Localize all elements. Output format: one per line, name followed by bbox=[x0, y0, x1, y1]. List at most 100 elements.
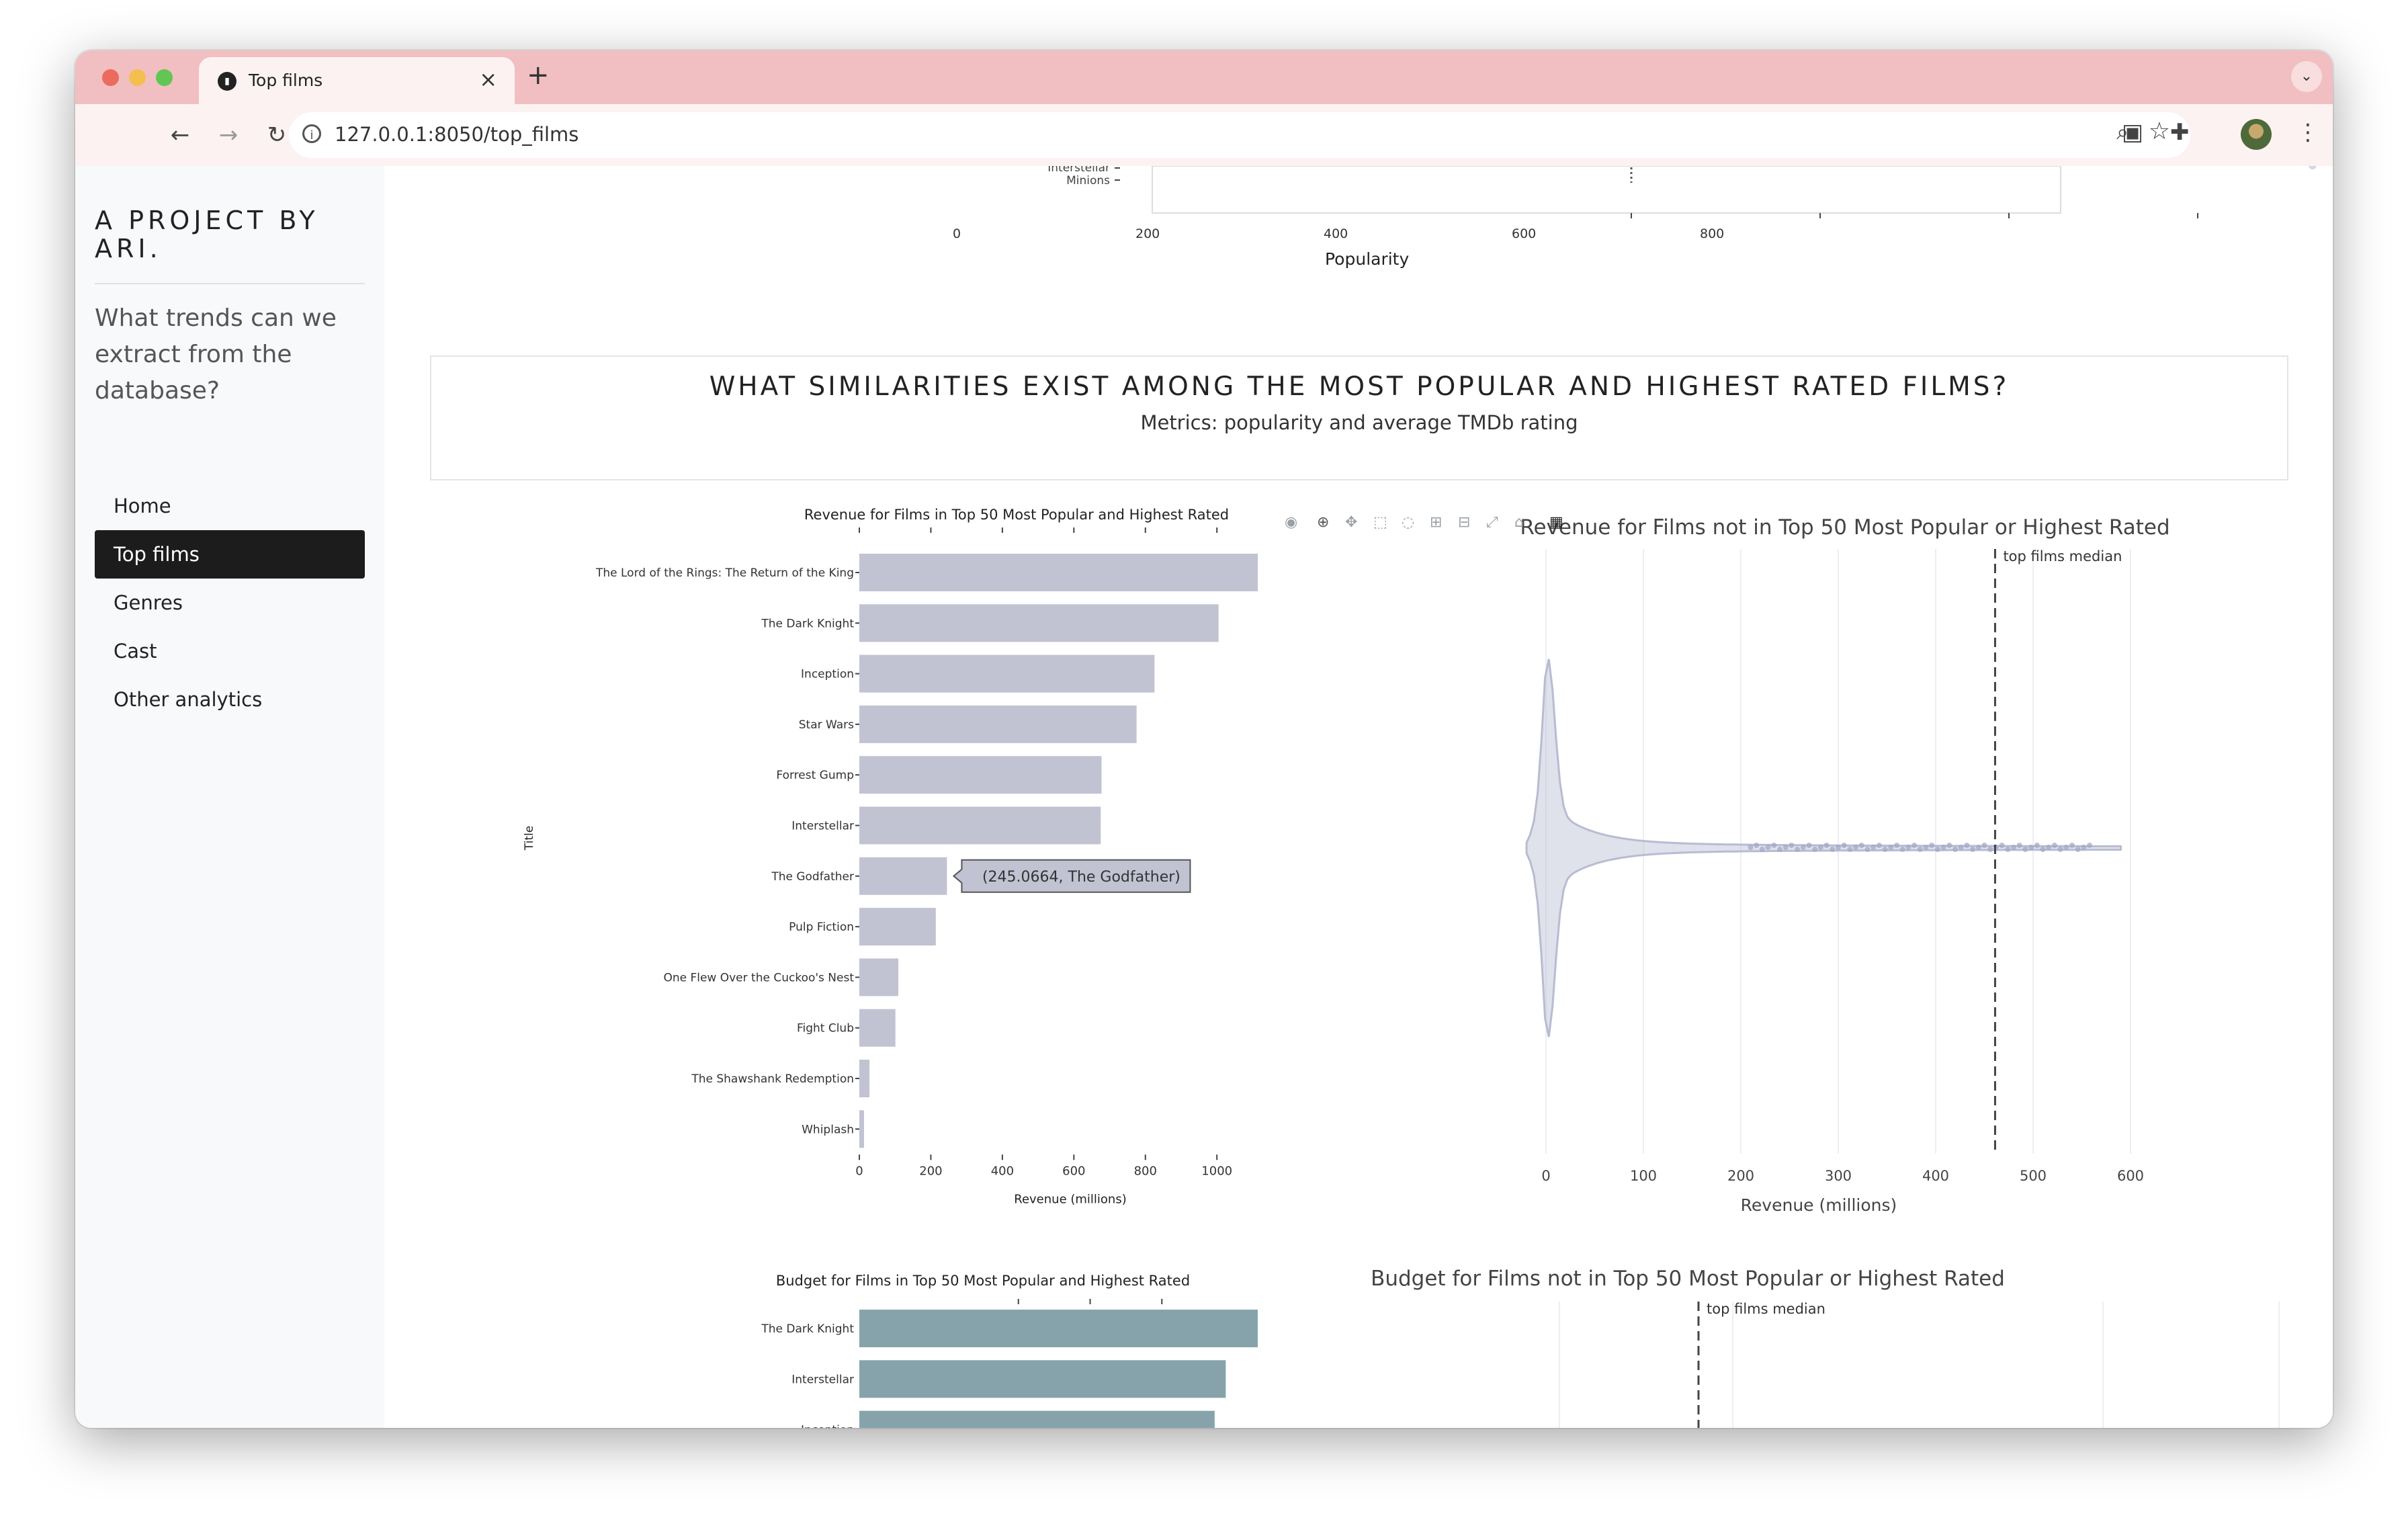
outlier-point[interactable] bbox=[1905, 845, 1911, 850]
outlier-point[interactable] bbox=[1806, 843, 1812, 848]
outlier-point[interactable] bbox=[2081, 845, 2087, 850]
outlier-point[interactable] bbox=[1970, 847, 1976, 852]
revenue-bar[interactable] bbox=[859, 705, 1137, 743]
outlier-point[interactable] bbox=[1817, 845, 1823, 850]
revenue-bar[interactable] bbox=[859, 1009, 896, 1047]
outlier-point[interactable] bbox=[2063, 845, 2069, 850]
minimize-window-button[interactable] bbox=[129, 69, 146, 86]
outlier-point[interactable] bbox=[1952, 847, 1958, 852]
outlier-point[interactable] bbox=[1771, 843, 1777, 848]
reset-axes-icon[interactable]: ⌂ bbox=[1514, 514, 1524, 531]
budget-bar[interactable] bbox=[859, 1410, 1215, 1428]
outlier-point[interactable] bbox=[2087, 843, 2093, 848]
outlier-point[interactable] bbox=[1748, 845, 1754, 850]
back-arrow-icon[interactable]: ← bbox=[170, 122, 190, 148]
outlier-point[interactable] bbox=[1864, 847, 1870, 852]
zoom-out-icon[interactable]: ⊟ bbox=[1458, 514, 1471, 531]
address-bar[interactable]: i 127.0.0.1:8050/top_films ⌕ ☆ bbox=[289, 112, 2190, 158]
forward-arrow-icon[interactable]: → bbox=[218, 122, 239, 148]
close-tab-icon[interactable]: × bbox=[479, 67, 497, 92]
autoscale-icon[interactable]: ⤢ bbox=[1486, 514, 1498, 531]
outlier-point[interactable] bbox=[1782, 845, 1789, 850]
chevron-down-icon[interactable]: ⌄ bbox=[2291, 61, 2322, 92]
browser-tab[interactable]: ▮ Top films × bbox=[199, 57, 515, 105]
profile-avatar[interactable] bbox=[2241, 119, 2272, 150]
pan-icon[interactable]: ✥ bbox=[1345, 514, 1358, 531]
outlier-point[interactable] bbox=[1841, 843, 1847, 848]
outlier-point[interactable] bbox=[2046, 845, 2052, 850]
more-menu-icon[interactable]: ⋮ bbox=[2296, 119, 2319, 146]
revenue-bar[interactable] bbox=[859, 857, 947, 895]
outlier-point[interactable] bbox=[1940, 845, 1946, 850]
outlier-point[interactable] bbox=[1765, 845, 1771, 850]
outlier-point[interactable] bbox=[1964, 843, 1970, 848]
outlier-point[interactable] bbox=[1946, 843, 1952, 848]
outlier-point[interactable] bbox=[1830, 847, 1836, 852]
revenue-bar[interactable] bbox=[859, 554, 1258, 591]
zoom-in-icon[interactable]: ⊞ bbox=[1430, 514, 1443, 531]
outlier-point[interactable] bbox=[1858, 843, 1864, 848]
revenue-bar[interactable] bbox=[859, 1060, 870, 1097]
close-window-button[interactable] bbox=[102, 69, 119, 86]
outlier-point[interactable] bbox=[1823, 843, 1830, 848]
nav-genres[interactable]: Genres bbox=[114, 591, 183, 614]
lasso-icon[interactable]: ◌ bbox=[1402, 514, 1415, 531]
outlier-point[interactable] bbox=[1923, 845, 1929, 850]
outlier-point[interactable] bbox=[1876, 843, 1882, 848]
revenue-bar[interactable] bbox=[859, 1110, 864, 1148]
new-tab-icon[interactable]: + bbox=[527, 60, 550, 91]
data-point[interactable] bbox=[2309, 166, 2317, 169]
outlier-point[interactable] bbox=[2022, 847, 2028, 852]
zoom-icon[interactable]: ⊕ bbox=[1317, 514, 1330, 531]
nav-other-analytics[interactable]: Other analytics bbox=[114, 688, 263, 711]
outlier-point[interactable] bbox=[2005, 847, 2011, 852]
nav-home[interactable]: Home bbox=[114, 495, 171, 517]
outlier-point[interactable] bbox=[2011, 845, 2016, 850]
outlier-point[interactable] bbox=[1853, 845, 1859, 850]
reload-icon[interactable]: ↻ bbox=[267, 122, 287, 148]
revenue-bar[interactable] bbox=[859, 908, 936, 946]
outlier-point[interactable] bbox=[1894, 843, 1899, 848]
outlier-point[interactable] bbox=[1911, 843, 1918, 848]
outlier-point[interactable] bbox=[1934, 847, 1940, 852]
outlier-point[interactable] bbox=[1917, 847, 1923, 852]
outlier-point[interactable] bbox=[1812, 847, 1818, 852]
outlier-point[interactable] bbox=[1795, 847, 1801, 852]
revenue-bar[interactable] bbox=[859, 756, 1102, 794]
outlier-point[interactable] bbox=[2069, 843, 2075, 848]
outlier-point[interactable] bbox=[2057, 847, 2063, 852]
outlier-point[interactable] bbox=[1800, 845, 1806, 850]
outlier-point[interactable] bbox=[2051, 843, 2057, 848]
outlier-point[interactable] bbox=[1981, 843, 1987, 848]
site-info-icon[interactable]: i bbox=[302, 124, 321, 143]
outlier-point[interactable] bbox=[2040, 847, 2046, 852]
outlier-point[interactable] bbox=[2016, 843, 2022, 848]
outlier-point[interactable] bbox=[1759, 847, 1765, 852]
outlier-point[interactable] bbox=[1882, 847, 1888, 852]
budget-bar[interactable] bbox=[859, 1310, 1258, 1347]
violin-shape[interactable] bbox=[1525, 659, 2122, 1037]
bookmark-star-icon[interactable]: ☆ bbox=[2148, 118, 2170, 145]
box-select-icon[interactable]: ⬚ bbox=[1373, 514, 1387, 531]
outlier-point[interactable] bbox=[1899, 847, 1905, 852]
outlier-point[interactable] bbox=[1789, 843, 1795, 848]
nav-cast[interactable]: Cast bbox=[114, 640, 157, 663]
outlier-point[interactable] bbox=[2075, 847, 2081, 852]
outlier-point[interactable] bbox=[1836, 845, 1841, 850]
outlier-point[interactable] bbox=[2034, 843, 2040, 848]
outlier-point[interactable] bbox=[1870, 845, 1877, 850]
camera-icon[interactable]: ◉ bbox=[1285, 514, 1298, 531]
outlier-point[interactable] bbox=[1958, 845, 1964, 850]
outlier-point[interactable] bbox=[1777, 847, 1782, 852]
revenue-bar[interactable] bbox=[859, 806, 1101, 845]
revenue-bar[interactable] bbox=[859, 604, 1219, 642]
revenue-bar[interactable] bbox=[859, 958, 899, 996]
picture-in-picture-icon[interactable]: ▣ bbox=[2122, 119, 2144, 146]
maximize-window-button[interactable] bbox=[156, 69, 173, 86]
outlier-point[interactable] bbox=[2028, 845, 2034, 850]
plotly-logo-icon[interactable]: ▦ bbox=[1549, 514, 1563, 531]
outlier-point[interactable] bbox=[1888, 845, 1894, 850]
outlier-point[interactable] bbox=[1754, 843, 1760, 848]
revenue-bar[interactable] bbox=[859, 654, 1155, 693]
outlier-point[interactable] bbox=[1999, 843, 2005, 848]
